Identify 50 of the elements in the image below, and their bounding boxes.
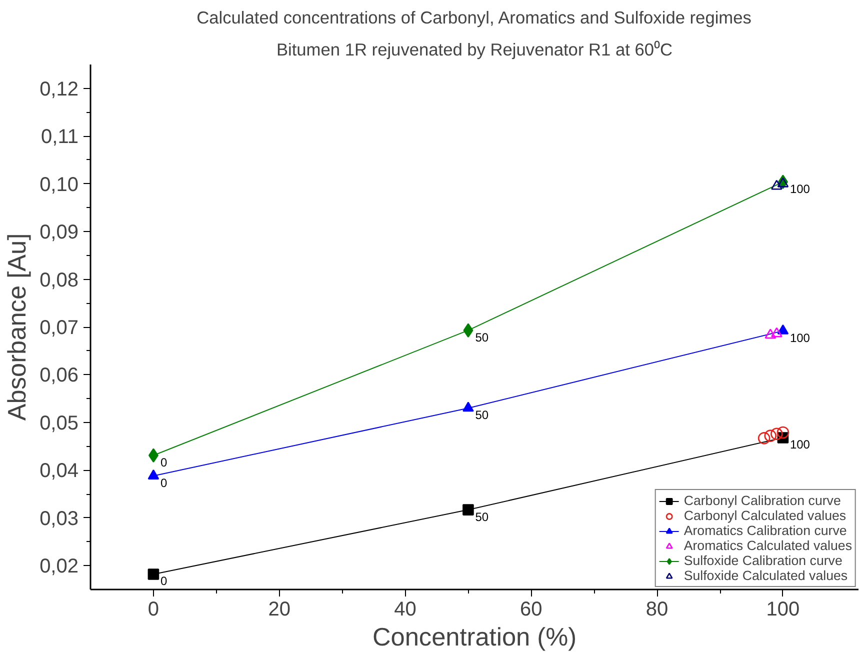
legend-label: Carbonyl Calculated values [684, 508, 846, 523]
legend-label: Sulfoxide Calibration curve [684, 553, 842, 568]
x-tick-label: 80 [646, 598, 668, 620]
point [771, 327, 782, 338]
point [758, 432, 770, 444]
annotation: 50 [475, 330, 489, 344]
point [462, 504, 474, 516]
x-tick-label: 100 [766, 598, 800, 620]
y-tick-label: 0,08 [40, 269, 79, 292]
point [148, 448, 158, 463]
y-tick-label: 0,10 [40, 174, 79, 196]
x-axis-title: Concentration (%) [372, 624, 577, 652]
y-tick-label: 0,04 [40, 460, 79, 482]
y-tick-label: 0,02 [40, 556, 79, 578]
point [776, 426, 790, 439]
annotation: 0 [160, 476, 168, 490]
chart-title: Calculated concentrations of Carbonyl, Aromatics and Sulfoxide regimes [196, 8, 752, 28]
point [463, 323, 474, 338]
point [764, 430, 777, 442]
y-tick-label: 0,06 [40, 364, 79, 387]
x-tick-label: 60 [520, 598, 542, 620]
point [777, 324, 789, 334]
y-tick-label: 0,12 [40, 78, 79, 100]
point [148, 568, 160, 580]
chart-subtitle: Bitumen 1R rejuvenated by Rejuvenator R1 at 60⁰C [276, 40, 673, 60]
point [764, 328, 776, 339]
legend-label: Aromatics Calculated values [684, 538, 852, 553]
annotation: 100 [790, 330, 810, 345]
annotation: 50 [475, 408, 489, 422]
point [462, 402, 474, 412]
annotation: 0 [160, 455, 168, 470]
annotation: 50 [475, 510, 489, 524]
y-tick-label: 0,09 [40, 222, 79, 244]
point [770, 428, 783, 440]
point [777, 177, 789, 188]
y-tick-label: 0,07 [40, 317, 79, 339]
y-tick-label: 0,03 [40, 508, 79, 530]
annotation: 100 [790, 438, 810, 452]
legend-label: Aromatics Calibration curve [684, 523, 847, 538]
legend-label: Sulfoxide Calculated values [684, 568, 848, 583]
annotation: 100 [790, 182, 810, 196]
y-tick-label: 0,11 [41, 126, 79, 148]
y-tick-label: 0,05 [40, 412, 79, 434]
x-tick-label: 0 [148, 598, 160, 620]
y-axis-title: Absorbance [Au] [4, 233, 32, 421]
x-tick-label: 20 [268, 598, 290, 620]
legend-label: Carbonyl Calibration curve [684, 493, 841, 508]
annotation: 0 [160, 574, 168, 588]
point [771, 180, 782, 190]
x-tick-label: 40 [394, 598, 416, 620]
